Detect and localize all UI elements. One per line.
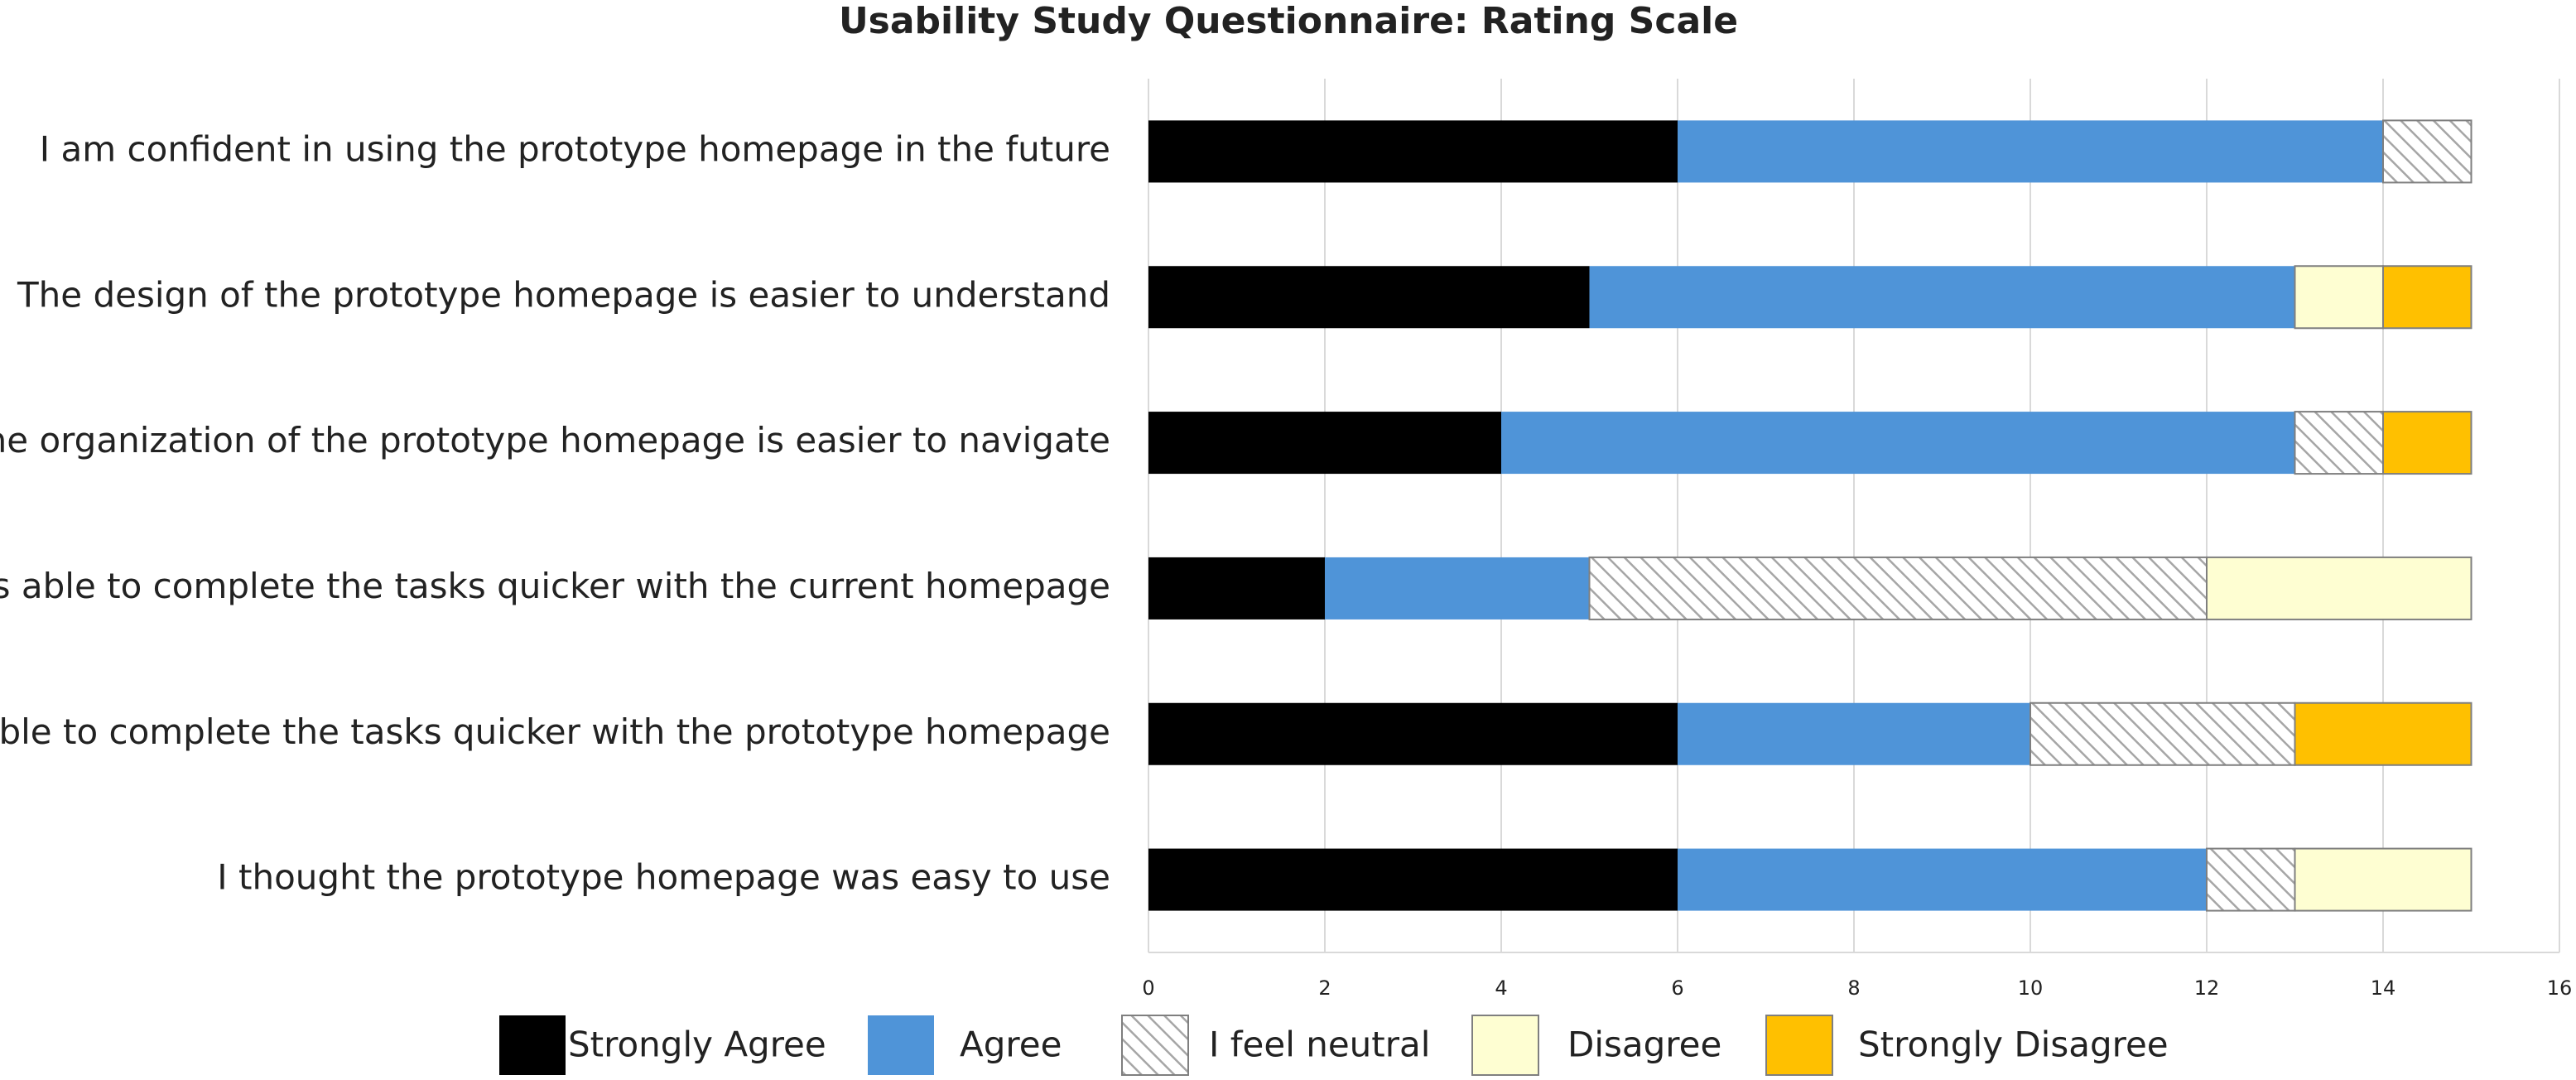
x-tick-label: 10 xyxy=(2018,976,2044,1000)
bar-segment xyxy=(1148,557,1325,620)
legend-swatch xyxy=(1121,1015,1189,1076)
bar-segment xyxy=(1501,412,2295,475)
bar-segment xyxy=(1148,120,1678,183)
bar-segment xyxy=(1148,702,1678,765)
y-tick-label: I was able to complete the tasks quicker… xyxy=(0,711,1110,752)
legend-swatch xyxy=(868,1015,934,1075)
legend-label: Disagree xyxy=(1567,1025,1721,1065)
legend-label: Strongly Disagree xyxy=(1858,1025,2169,1065)
chart-title: Usability Study Questionnaire: Rating Sc… xyxy=(839,0,1738,42)
y-tick-label: The organization of the prototype homepa… xyxy=(0,420,1110,460)
bar-segment xyxy=(2206,847,2296,912)
bar-segment xyxy=(1325,557,1590,620)
bar-segment xyxy=(1148,266,1590,329)
bar-segment xyxy=(1148,412,1501,475)
legend-label: I feel neutral xyxy=(1209,1025,1430,1065)
x-tick-label: 12 xyxy=(2194,976,2220,1000)
bar-segment xyxy=(1678,848,2207,911)
bar-segment xyxy=(1588,556,2208,620)
legend-swatch xyxy=(1471,1015,1539,1076)
legend-label: Strongly Agree xyxy=(568,1025,826,1065)
bar-segment xyxy=(1678,120,2383,183)
bar-segment xyxy=(2206,556,2472,620)
legend-swatch xyxy=(499,1015,566,1075)
y-tick-label: The design of the prototype homepage is … xyxy=(17,274,1110,315)
bar-segment xyxy=(2294,847,2472,912)
x-tick-label: 4 xyxy=(1495,976,1507,1000)
x-tick-label: 14 xyxy=(2371,976,2396,1000)
bar-segment xyxy=(2030,702,2296,766)
bar-segment xyxy=(1148,848,1678,911)
bar-segment xyxy=(2294,411,2384,475)
bar-segment xyxy=(2294,702,2472,766)
bar-segment xyxy=(2294,265,2384,330)
bar-segment xyxy=(1678,702,2030,765)
x-tick-label: 2 xyxy=(1318,976,1331,1000)
x-tick-label: 16 xyxy=(2547,976,2573,1000)
y-tick-label: I am confident in using the prototype ho… xyxy=(40,128,1110,169)
bar-segment xyxy=(2382,265,2472,330)
y-tick-label: I was able to complete the tasks quicker… xyxy=(0,566,1110,606)
legend-label: Agree xyxy=(960,1025,1062,1065)
y-tick-label: I thought the prototype homepage was eas… xyxy=(217,857,1110,898)
x-tick-label: 8 xyxy=(1847,976,1860,1000)
bar-segment xyxy=(2382,119,2472,184)
legend-swatch xyxy=(1765,1015,1833,1076)
bar-segment xyxy=(2382,411,2472,475)
x-tick-label: 6 xyxy=(1671,976,1683,1000)
x-tick-label: 0 xyxy=(1142,976,1154,1000)
bar-segment xyxy=(1589,266,2295,329)
